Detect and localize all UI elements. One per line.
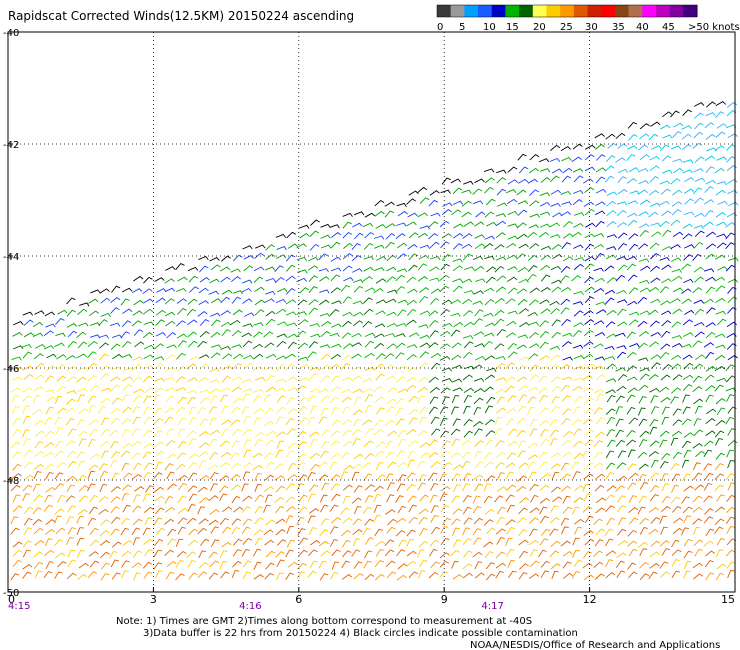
colorbar-swatch — [655, 5, 671, 17]
colorbar-swatch — [628, 5, 643, 17]
y-tick-label: -44 — [3, 252, 19, 263]
y-tick-label: -46 — [3, 364, 19, 375]
colorbar-swatch — [669, 5, 684, 17]
y-axis-ticks: -40 -42 -44 -46 -48 -50 — [3, 28, 19, 599]
colorbar-swatch — [573, 5, 589, 17]
x-tick-label: 6 — [295, 593, 302, 606]
colorbar-tick-label: 20 — [533, 22, 546, 33]
colorbar-tick-label: 15 — [506, 22, 519, 33]
colorbar-swatch — [587, 5, 602, 17]
grid-lines — [8, 32, 735, 592]
x-tick-label: 0 — [8, 593, 15, 606]
credit-line: NOAA/NESDIS/Office of Research and Appli… — [470, 640, 720, 650]
plot-frame — [7, 31, 736, 593]
colorbar-swatch — [505, 5, 520, 17]
colorbar-tick-label: >50 knots — [688, 22, 740, 33]
note-line-2: 3)Data buffer is 22 hrs from 20150224 4)… — [143, 628, 578, 639]
colorbar-swatch — [683, 5, 698, 17]
colorbar-tick-label: 30 — [585, 22, 598, 33]
colorbar-swatch — [642, 5, 657, 17]
x-axis-ticks: 0 3 6 9 12 15 — [7, 587, 736, 606]
time-label: 4:17 — [481, 601, 503, 612]
colorbar-tick-label: 25 — [560, 22, 573, 33]
colorbar-swatch — [478, 5, 493, 17]
y-tick-label: -40 — [3, 28, 19, 39]
x-tick-label: 3 — [150, 593, 157, 606]
chart-title: Rapidscat Corrected Winds(12.5KM) 201502… — [8, 9, 354, 23]
colorbar-swatch — [450, 5, 465, 17]
time-label: 4:15 — [8, 601, 30, 612]
x-tick-label: 9 — [441, 593, 448, 606]
colorbar-swatch — [519, 5, 534, 17]
colorbar-tick-label: 5 — [459, 22, 465, 33]
y-tick-label: -48 — [3, 476, 19, 487]
colorbar-tick-label: 35 — [612, 22, 625, 33]
note-line-1: Note: 1) Times are GMT 2)Times along bot… — [116, 616, 532, 627]
wind-speed-colorbar: 0 5 10 15 20 25 30 35 40 45 >50 knots — [436, 4, 740, 33]
colorbar-swatch — [437, 5, 452, 17]
colorbar-tick-label: 40 — [636, 22, 649, 33]
colorbar-tick-label: 10 — [483, 22, 496, 33]
time-labels: 4:15 4:16 4:17 — [8, 601, 504, 612]
x-tick-label: 12 — [583, 593, 597, 606]
colorbar-swatch — [491, 5, 506, 17]
colorbar-tick-label: 45 — [662, 22, 675, 33]
wind-barb-field — [10, 101, 739, 581]
y-tick-label: -42 — [3, 140, 19, 151]
colorbar-swatch — [464, 5, 479, 17]
y-tick-label: -50 — [3, 588, 19, 599]
colorbar-swatch — [601, 5, 616, 17]
colorbar-swatch — [532, 5, 547, 17]
colorbar-swatch — [546, 5, 561, 17]
colorbar-swatch — [560, 5, 575, 17]
time-label: 4:16 — [239, 601, 261, 612]
x-tick-label: 15 — [721, 593, 735, 606]
colorbar-tick-label: 0 — [437, 22, 443, 33]
colorbar-swatch — [614, 5, 630, 17]
